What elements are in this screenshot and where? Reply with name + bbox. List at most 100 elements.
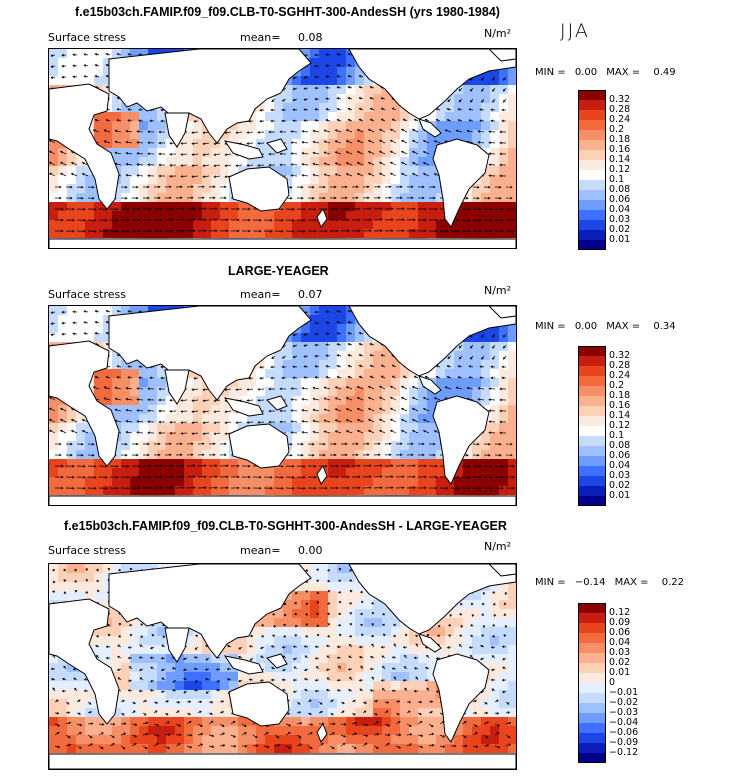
colorbar-tick-label: 0.24 bbox=[609, 114, 631, 125]
colorbar-cell bbox=[578, 376, 606, 386]
colorbar-tick-label: 0.12 bbox=[609, 164, 631, 175]
colorbar-cell bbox=[578, 476, 606, 486]
colorbar-tick-label: 0.03 bbox=[609, 470, 631, 481]
panel-2-title: LARGE-YEAGER bbox=[228, 264, 329, 278]
colorbar-cell bbox=[578, 190, 606, 200]
panel-1-max-value: 0.49 bbox=[653, 67, 676, 78]
colorbar-cell bbox=[578, 743, 606, 753]
colorbar-cell bbox=[578, 100, 606, 110]
colorbar-cell bbox=[578, 160, 606, 170]
panel-2-min-value: 0.00 bbox=[574, 321, 598, 332]
panel-3-units: N/m² bbox=[484, 540, 512, 553]
colorbar-cell bbox=[578, 436, 606, 446]
panel-3-mean-value: 0.00 bbox=[298, 544, 323, 557]
colorbar-cell bbox=[578, 140, 606, 150]
colorbar-cell bbox=[578, 120, 606, 130]
colorbar-tick-label: −0.12 bbox=[609, 747, 639, 758]
colorbar-tick-label: 0 bbox=[609, 677, 616, 688]
panel-2-max-label: MAX = bbox=[606, 321, 641, 332]
colorbar-cell bbox=[578, 673, 606, 683]
colorbar-cell bbox=[578, 733, 606, 743]
colorbar-cell bbox=[578, 446, 606, 456]
colorbar-tick-label: 0.04 bbox=[609, 460, 631, 471]
colorbar-tick-label: 0.24 bbox=[609, 370, 631, 381]
season-label: JJA bbox=[560, 20, 590, 42]
colorbar-tick-label: 0.18 bbox=[609, 134, 631, 145]
panel-3-minmax: MIN = −0.14 MAX = 0.22 bbox=[535, 577, 684, 588]
colorbar-tick-label: 0.09 bbox=[609, 617, 631, 628]
colorbar-tick-label: 0.32 bbox=[609, 94, 631, 105]
colorbar-cell bbox=[578, 230, 606, 240]
colorbar-cell bbox=[578, 356, 606, 366]
colorbar-cell bbox=[578, 210, 606, 220]
colorbar-cell bbox=[578, 220, 606, 230]
colorbar-cell bbox=[578, 416, 606, 426]
colorbar-tick-label: 0.02 bbox=[609, 657, 631, 668]
panel-3-field-label: Surface stress bbox=[48, 544, 126, 557]
colorbar-tick-label: 0.32 bbox=[609, 350, 631, 361]
panel-1-field-label: Surface stress bbox=[48, 31, 126, 44]
panel-2-map bbox=[48, 305, 517, 506]
panel-1-max-label: MAX = bbox=[606, 67, 641, 78]
colorbar-tick-label: −0.06 bbox=[609, 727, 639, 738]
colorbar-tick-label: 0.06 bbox=[609, 627, 631, 638]
colorbar-cell bbox=[578, 150, 606, 160]
panel-1-mean-label: mean= bbox=[240, 31, 281, 44]
colorbar-cell bbox=[578, 90, 606, 100]
colorbar-cell bbox=[578, 683, 606, 693]
panel-3-map bbox=[48, 563, 517, 770]
panel-3-max-label: MAX = bbox=[614, 577, 649, 588]
colorbar-cell bbox=[578, 200, 606, 210]
colorbar-tick-label: 0.28 bbox=[609, 104, 631, 115]
colorbar-tick-label: 0.1 bbox=[609, 174, 625, 185]
colorbar-tick-label: 0.12 bbox=[609, 607, 631, 618]
colorbar-tick-label: 0.03 bbox=[609, 214, 631, 225]
colorbar-cell bbox=[578, 240, 606, 250]
colorbar-tick-label: −0.09 bbox=[609, 737, 639, 748]
panel-3-max-value: 0.22 bbox=[661, 577, 684, 588]
colorbar-tick-label: 0.06 bbox=[609, 450, 631, 461]
colorbar-tick-label: 0.08 bbox=[609, 440, 631, 451]
colorbar-tick-label: 0.28 bbox=[609, 360, 631, 371]
panel-1-units: N/m² bbox=[484, 27, 512, 40]
colorbar-cell bbox=[578, 753, 606, 763]
wind-vectors bbox=[49, 52, 515, 244]
colorbar-tick-label: 0.1 bbox=[609, 430, 625, 441]
colorbar-cell bbox=[578, 603, 606, 613]
colorbar-cell bbox=[578, 366, 606, 376]
colorbar-cell bbox=[578, 496, 606, 506]
colorbar-tick-label: −0.04 bbox=[609, 717, 639, 728]
colorbar-cell bbox=[578, 110, 606, 120]
colorbar-cell bbox=[578, 456, 606, 466]
colorbar-tick-label: 0.03 bbox=[609, 647, 631, 658]
panel-2-units: N/m² bbox=[484, 284, 512, 297]
colorbar-cell bbox=[578, 633, 606, 643]
colorbar-cell bbox=[578, 613, 606, 623]
colorbar-tick-label: 0.04 bbox=[609, 637, 631, 648]
colorbar-cell bbox=[578, 713, 606, 723]
panel-1-map bbox=[48, 48, 517, 249]
continents bbox=[49, 564, 516, 769]
panel-2-min-label: MIN = bbox=[535, 321, 566, 332]
colorbar-tick-label: 0.18 bbox=[609, 390, 631, 401]
panel-2-minmax: MIN = 0.00 MAX = 0.34 bbox=[535, 321, 676, 332]
colorbar-cell bbox=[578, 643, 606, 653]
colorbar-tick-label: 0.02 bbox=[609, 480, 631, 491]
colorbar-tick-label: 0.2 bbox=[609, 124, 625, 135]
colorbar-tick-label: 0.16 bbox=[609, 144, 631, 155]
colorbar-cell bbox=[578, 426, 606, 436]
colorbar-cell bbox=[578, 386, 606, 396]
colorbar-cell bbox=[578, 693, 606, 703]
panel-1-title: f.e15b03ch.FAMIP.f09_f09.CLB-T0-SGHHT-30… bbox=[75, 5, 500, 19]
colorbar-cell bbox=[578, 396, 606, 406]
colorbar-tick-label: −0.02 bbox=[609, 697, 639, 708]
panel-3-min-label: MIN = bbox=[535, 577, 566, 588]
colorbar-tick-label: 0.16 bbox=[609, 400, 631, 411]
colorbar-cell bbox=[578, 466, 606, 476]
panel-3-mean-label: mean= bbox=[240, 544, 281, 557]
colorbar-cell bbox=[578, 130, 606, 140]
colorbar-tick-label: −0.03 bbox=[609, 707, 639, 718]
colorbar-tick-label: 0.08 bbox=[609, 184, 631, 195]
panel-2-max-value: 0.34 bbox=[653, 321, 676, 332]
colorbar-cell bbox=[578, 623, 606, 633]
